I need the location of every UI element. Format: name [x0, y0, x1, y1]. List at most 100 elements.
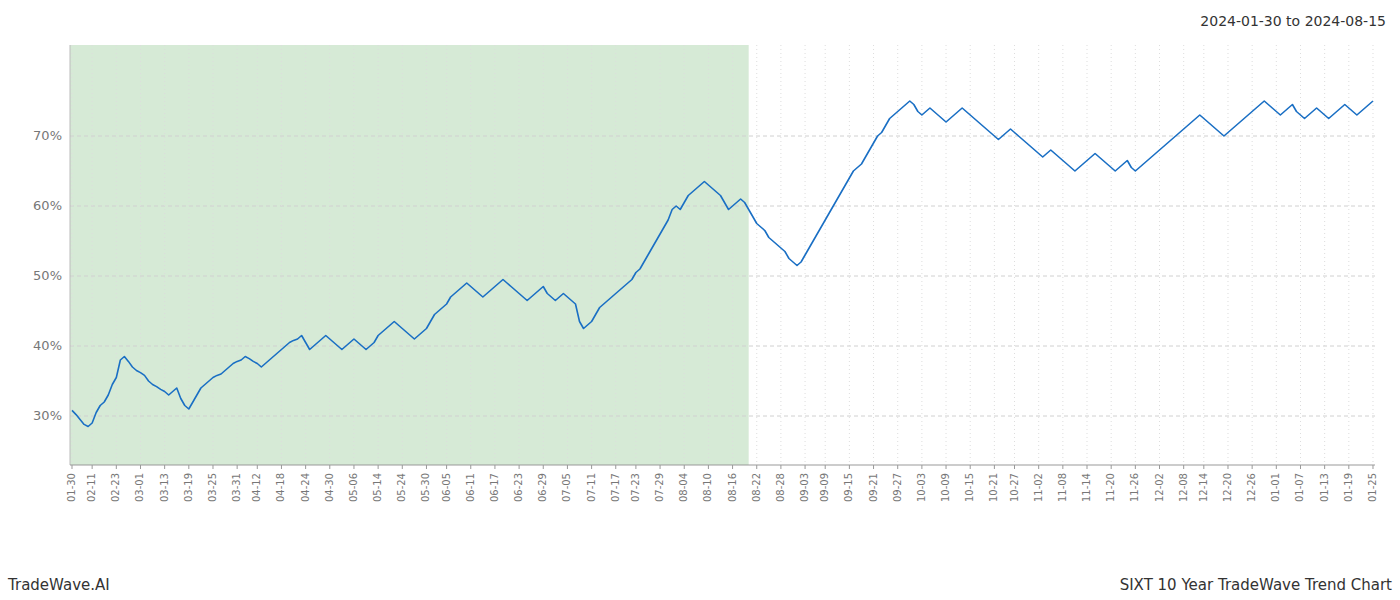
x-tick — [494, 465, 495, 469]
x-tick-label: 09-21 — [868, 473, 879, 502]
x-tick — [188, 465, 189, 469]
x-tick-label: 11-14 — [1081, 473, 1092, 502]
x-tick — [591, 465, 592, 469]
x-tick — [1014, 465, 1015, 469]
x-tick — [635, 465, 636, 469]
x-grid-line — [116, 45, 117, 465]
x-grid-line — [615, 45, 616, 465]
y-tick-label: 70% — [33, 128, 62, 143]
x-grid-line — [353, 45, 354, 465]
x-grid-line — [329, 45, 330, 465]
x-tick — [378, 465, 379, 469]
x-tick — [849, 465, 850, 469]
x-tick — [1159, 465, 1160, 469]
x-tick-label: 01-07 — [1294, 473, 1305, 502]
x-tick — [353, 465, 354, 469]
x-grid-line — [543, 45, 544, 465]
x-grid-line — [897, 45, 898, 465]
y-grid-line — [70, 206, 1375, 207]
x-tick — [212, 465, 213, 469]
x-tick-label: 08-04 — [678, 473, 689, 502]
x-tick — [660, 465, 661, 469]
x-tick — [805, 465, 806, 469]
x-grid-line — [1203, 45, 1204, 465]
x-tick — [72, 465, 73, 469]
x-tick — [1227, 465, 1228, 469]
x-tick — [116, 465, 117, 469]
x-tick-label: 05-14 — [372, 473, 383, 502]
x-grid-line — [1062, 45, 1063, 465]
x-tick — [1135, 465, 1136, 469]
y-tick-label: 50% — [33, 268, 62, 283]
x-grid-line — [825, 45, 826, 465]
x-tick — [615, 465, 616, 469]
x-tick-label: 10-21 — [988, 473, 999, 502]
x-tick-label: 05-24 — [396, 473, 407, 502]
x-tick-label: 06-17 — [489, 473, 500, 502]
shaded-region — [70, 45, 749, 465]
x-grid-line — [1300, 45, 1301, 465]
x-tick-label: 07-17 — [610, 473, 621, 502]
x-tick-label: 03-13 — [159, 473, 170, 502]
x-tick-label: 06-23 — [513, 473, 524, 502]
y-tick-label: 30% — [33, 408, 62, 423]
x-tick — [237, 465, 238, 469]
x-tick-label: 11-08 — [1057, 473, 1068, 502]
x-grid-line — [946, 45, 947, 465]
x-tick-label: 01-13 — [1319, 473, 1330, 502]
x-tick-label: 04-24 — [300, 473, 311, 502]
x-grid-line — [402, 45, 403, 465]
x-grid-line — [212, 45, 213, 465]
x-tick — [426, 465, 427, 469]
x-tick-label: 01-19 — [1343, 473, 1354, 502]
x-grid-line — [1014, 45, 1015, 465]
x-tick-label: 04-18 — [275, 473, 286, 502]
x-grid-line — [426, 45, 427, 465]
x-tick — [897, 465, 898, 469]
x-tick — [921, 465, 922, 469]
x-grid-line — [921, 45, 922, 465]
x-grid-line — [1135, 45, 1136, 465]
x-tick — [470, 465, 471, 469]
background — [0, 0, 1400, 600]
x-grid-line — [1252, 45, 1253, 465]
x-tick-label: 12-14 — [1198, 473, 1209, 502]
x-tick-label: 03-31 — [231, 473, 242, 502]
x-tick — [873, 465, 874, 469]
title: 2024-01-30 to 2024-08-15 — [1200, 13, 1386, 29]
x-tick-label: 11-02 — [1033, 473, 1044, 502]
x-tick-label: 07-11 — [586, 473, 597, 502]
x-grid-line — [1159, 45, 1160, 465]
y-tick-labels: 30%40%50%60%70% — [33, 128, 62, 423]
x-tick-label: 12-08 — [1178, 473, 1189, 502]
x-grid-line — [684, 45, 685, 465]
x-axis-line — [70, 465, 1375, 466]
x-grid-line — [1111, 45, 1112, 465]
x-tick-label: 07-23 — [630, 473, 641, 502]
x-grid-line — [470, 45, 471, 465]
x-tick — [684, 465, 685, 469]
x-grid-line — [378, 45, 379, 465]
x-tick-label: 08-16 — [727, 473, 738, 502]
x-grid-line — [237, 45, 238, 465]
x-grid-line — [164, 45, 165, 465]
x-tick-label: 06-11 — [465, 473, 476, 502]
x-grid-line — [708, 45, 709, 465]
chart: 30%40%50%60%70%01-3002-1102-2303-0103-13… — [0, 0, 1400, 600]
x-tick-label: 10-27 — [1009, 473, 1020, 502]
x-tick — [329, 465, 330, 469]
x-grid-line — [756, 45, 757, 465]
x-tick — [1372, 465, 1373, 469]
x-tick-label: 12-02 — [1154, 473, 1165, 502]
x-tick-label: 05-06 — [348, 473, 359, 502]
x-tick — [281, 465, 282, 469]
y-tick-label: 40% — [33, 338, 62, 353]
x-tick — [1087, 465, 1088, 469]
x-tick-labels: 01-3002-1102-2303-0103-1303-1903-2503-31… — [66, 465, 1378, 502]
shade-group — [70, 45, 749, 465]
x-grid-line — [72, 45, 73, 465]
x-tick — [1038, 465, 1039, 469]
x-grid-line — [257, 45, 258, 465]
x-grid-line — [994, 45, 995, 465]
x-grid-line — [970, 45, 971, 465]
